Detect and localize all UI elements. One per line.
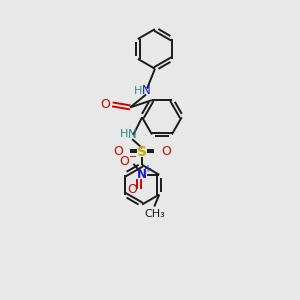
Text: O: O (100, 98, 110, 111)
Text: H: H (120, 129, 128, 139)
Text: O: O (113, 146, 123, 158)
Text: N: N (128, 128, 136, 141)
Text: H: H (134, 85, 142, 96)
Text: O: O (120, 155, 130, 168)
Text: N: N (142, 84, 150, 97)
Text: CH₃: CH₃ (144, 209, 165, 219)
Text: S: S (137, 145, 147, 159)
Text: O: O (128, 183, 137, 196)
Text: O: O (161, 146, 171, 158)
Text: −: − (129, 152, 137, 162)
Text: +: + (143, 164, 151, 174)
Text: N: N (136, 168, 146, 181)
